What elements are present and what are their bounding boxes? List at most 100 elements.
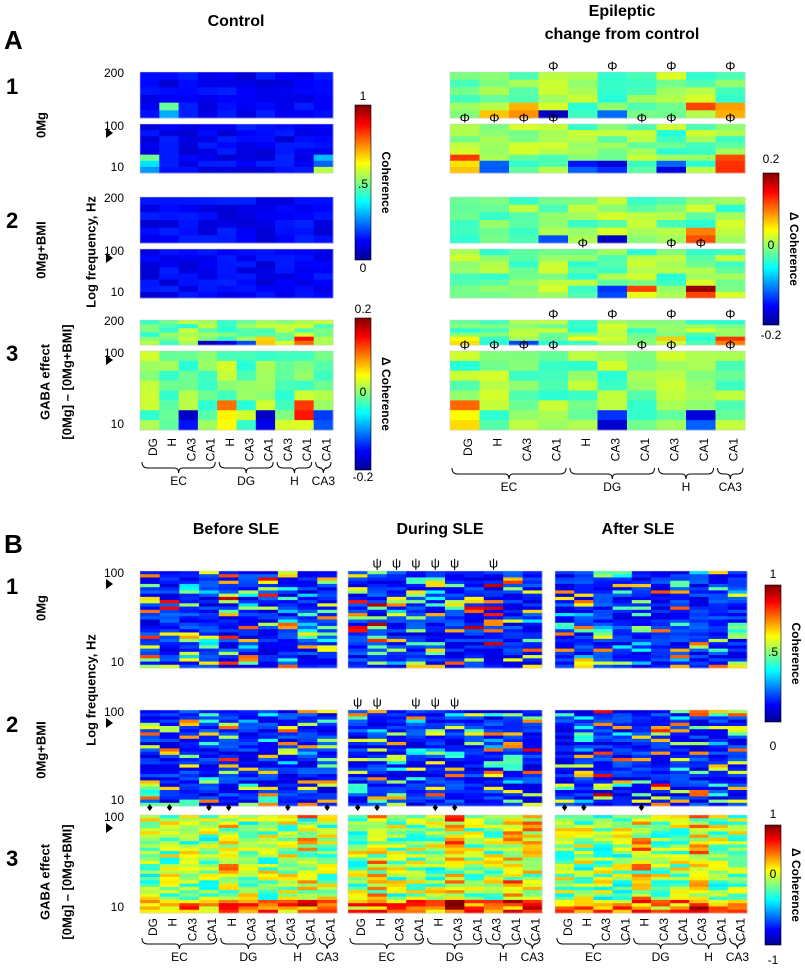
heatmap-cell (199, 587, 219, 591)
heatmap-cell (632, 871, 652, 875)
heatmap-cell (509, 87, 539, 95)
heatmap-cell (728, 745, 748, 749)
heatmap-cell (298, 742, 318, 746)
heatmap-cell (670, 584, 690, 588)
heatmap-cell (348, 710, 368, 714)
heatmap-cell (484, 636, 504, 640)
heatmap-cell (199, 726, 219, 730)
heatmap-cell (689, 581, 709, 585)
heatmap-cell (632, 645, 652, 649)
heatmap-cell (484, 764, 504, 768)
heatmap-cell (686, 337, 716, 342)
heatmap-cell (574, 903, 594, 907)
heatmap-cell (278, 716, 298, 720)
heatmap-cell (406, 761, 426, 765)
heatmap-cell (689, 652, 709, 656)
heatmap-cell (689, 649, 709, 653)
heatmap-cell (140, 844, 160, 848)
heatmap-cell (484, 844, 504, 848)
heatmap-cell (140, 87, 160, 95)
heatmap-cell (179, 900, 199, 904)
heatmap-cell (199, 639, 219, 643)
heatmap-cell (317, 835, 337, 839)
heatmap-cell (367, 720, 387, 724)
heatmap-cell (278, 726, 298, 730)
heatmap-cell (239, 642, 259, 646)
heatmap-cell (179, 645, 199, 649)
heatmap-cell (367, 793, 387, 797)
heatmap-cell (179, 420, 199, 430)
heatmap-cell (523, 851, 543, 855)
heatmap-cell (387, 906, 407, 910)
heatmap-cell (503, 838, 523, 842)
heatmap-cell (426, 649, 446, 653)
heatmap-cell (523, 861, 543, 865)
heatmap-cell (140, 838, 160, 842)
heatmap-cell (140, 771, 160, 775)
heatmap-cell (450, 391, 480, 401)
heatmap-cell (367, 838, 387, 842)
heatmap-cell (317, 768, 337, 772)
heatmap-cell (632, 729, 652, 733)
heatmap-cell (387, 784, 407, 788)
heatmap-cell (258, 793, 278, 797)
heatmap-cell (258, 790, 278, 794)
heatmap-cell (689, 732, 709, 736)
x-group-label: EC (171, 950, 188, 964)
heatmap-cell (219, 613, 239, 617)
row-number: 1 (6, 574, 18, 599)
heatmap-cell (686, 136, 716, 143)
heatmap-cell (657, 142, 687, 149)
heatmap-cell (450, 328, 480, 333)
heatmap-cell (539, 87, 569, 95)
heatmap-cell (179, 571, 199, 575)
heatmap-cell (406, 642, 426, 646)
heatmap-cell (503, 764, 523, 768)
heatmap-cell (555, 748, 575, 752)
heatmap-cell (294, 130, 314, 137)
heatmap-cell (445, 642, 465, 646)
heatmap-cell (278, 838, 298, 842)
heatmap-cell (598, 361, 628, 371)
heatmap-cell (523, 784, 543, 788)
heatmap-cell (445, 584, 465, 588)
heatmap-cell (258, 590, 278, 594)
panel-letter: A (4, 25, 23, 55)
heatmap-cell (568, 255, 598, 262)
heatmap-cell (627, 161, 657, 168)
heatmap-cell (689, 577, 709, 581)
heatmap-cell (464, 584, 484, 588)
heatmap-cell (278, 864, 298, 868)
heatmap-cell (509, 205, 539, 213)
heatmap-cell (406, 777, 426, 781)
heatmap-cell (406, 752, 426, 756)
heatmap-cell (689, 752, 709, 756)
heatmap-cell (275, 142, 295, 149)
heatmap-cell (627, 167, 657, 174)
heatmap-cell (140, 874, 160, 878)
group-brace (452, 468, 566, 479)
heatmap-cell (445, 742, 465, 746)
heatmap-cell (709, 662, 729, 666)
heatmap-cell (613, 844, 633, 848)
heatmap-cell (367, 632, 387, 636)
heatmap-cell (593, 758, 613, 762)
heatmap-cell (258, 835, 278, 839)
heatmap-cell (670, 818, 690, 822)
heatmap-cell (258, 877, 278, 881)
heatmap-cell (613, 607, 633, 611)
heatmap-cell (387, 652, 407, 656)
heatmap-cell (651, 629, 671, 633)
heatmap-cell (387, 903, 407, 907)
heatmap-cell (450, 361, 480, 371)
heatmap-cell (464, 838, 484, 842)
heatmap-cell (484, 629, 504, 633)
heatmap-cell (179, 854, 199, 858)
heatmap-cell (179, 212, 199, 220)
heatmap-cell (298, 584, 318, 588)
heatmap-cell (480, 320, 510, 325)
heatmap-cell (406, 590, 426, 594)
heatmap-cell (503, 755, 523, 759)
heatmap-cell (140, 292, 160, 299)
